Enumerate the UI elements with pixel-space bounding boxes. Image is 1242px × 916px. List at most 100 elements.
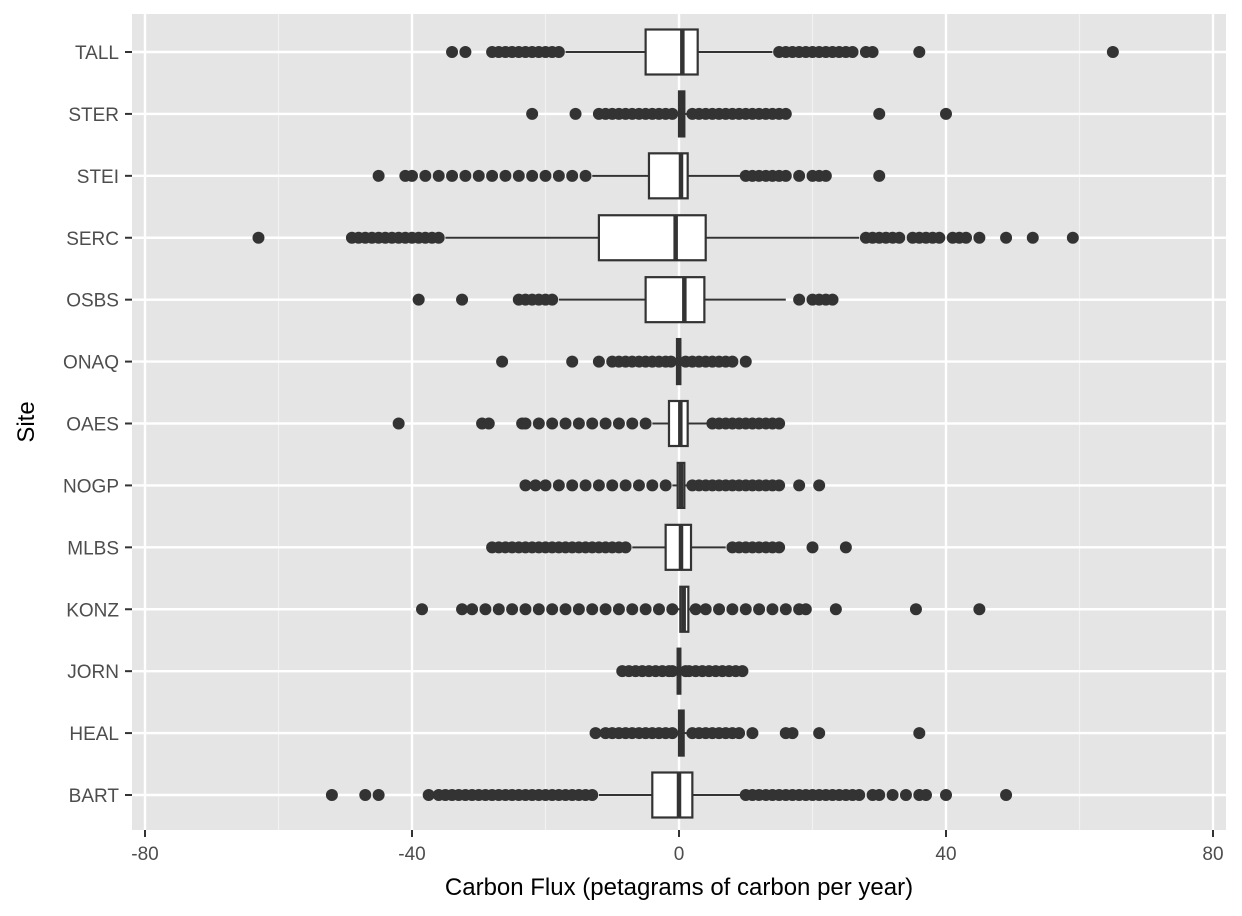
- outlier-point: [592, 479, 605, 492]
- outlier-point: [612, 417, 625, 430]
- box-tall: [446, 28, 1119, 76]
- outlier-point: [372, 789, 385, 801]
- outlier-point: [639, 417, 652, 430]
- outlier-point: [586, 417, 599, 430]
- outlier-point: [519, 479, 532, 492]
- outlier-point: [546, 293, 559, 306]
- outlier-point: [419, 169, 432, 182]
- outlier-point: [873, 107, 886, 120]
- outlier-point: [753, 603, 766, 616]
- outlier-point: [566, 355, 579, 368]
- outlier-point: [873, 169, 886, 182]
- outlier-point: [664, 355, 677, 368]
- outlier-point: [459, 169, 472, 182]
- outlier-point: [1000, 231, 1013, 244]
- outlier-point: [579, 479, 592, 492]
- outlier-point: [940, 107, 952, 120]
- outlier-point: [779, 107, 792, 120]
- outlier-point: [829, 603, 842, 616]
- outlier-point: [813, 479, 826, 492]
- outlier-point: [572, 603, 585, 616]
- outlier-point: [1000, 789, 1013, 801]
- box-series: [252, 28, 1119, 819]
- outlier-point: [606, 479, 619, 492]
- outlier-point: [689, 603, 702, 616]
- outlier-point: [412, 293, 425, 306]
- outlier-point: [372, 169, 385, 182]
- outlier-point: [626, 603, 639, 616]
- outlier-point: [539, 169, 552, 182]
- outlier-point: [456, 293, 469, 306]
- outlier-point: [819, 169, 832, 182]
- outlier-point: [813, 727, 826, 740]
- outlier-point: [422, 789, 435, 801]
- outlier-point: [526, 107, 539, 120]
- outlier-point: [479, 603, 492, 616]
- outlier-point: [733, 727, 746, 740]
- outlier-point: [619, 541, 632, 554]
- outlier-point: [569, 107, 582, 120]
- y-axis-title: Site: [13, 401, 40, 442]
- outlier-point: [446, 169, 459, 182]
- outlier-point: [726, 355, 739, 368]
- outlier-point: [866, 46, 879, 58]
- y-tick-label: TALL: [75, 43, 119, 64]
- outlier-point: [456, 603, 469, 616]
- outlier-point: [886, 789, 899, 801]
- iqr-box: [664, 523, 693, 571]
- outlier-point: [446, 46, 459, 58]
- outlier-point: [773, 479, 786, 492]
- outlier-point: [482, 417, 495, 430]
- outlier-point: [666, 727, 679, 740]
- outlier-point: [526, 169, 539, 182]
- outlier-point: [1026, 231, 1039, 244]
- outlier-point: [546, 603, 559, 616]
- y-tick-label: JORN: [67, 662, 119, 683]
- outlier-point: [506, 603, 519, 616]
- outlier-point: [559, 417, 572, 430]
- outlier-point: [519, 603, 532, 616]
- box-onaq: [496, 337, 752, 386]
- outlier-point: [739, 603, 752, 616]
- outlier-point: [899, 789, 912, 801]
- outlier-point: [713, 603, 726, 616]
- y-tick-label: ONAQ: [63, 353, 119, 374]
- outlier-point: [496, 355, 509, 368]
- outlier-point: [559, 603, 572, 616]
- outlier-point: [586, 603, 599, 616]
- outlier-point: [252, 231, 265, 244]
- outlier-point: [406, 169, 418, 182]
- outlier-point: [619, 479, 632, 492]
- outlier-point: [632, 479, 645, 492]
- box-heal: [589, 709, 926, 757]
- outlier-point: [552, 169, 565, 182]
- outlier-point: [799, 603, 812, 616]
- outlier-point: [579, 169, 592, 182]
- outlier-point: [746, 727, 759, 740]
- y-tick-label: KONZ: [66, 600, 119, 621]
- outlier-point: [960, 231, 973, 244]
- y-axis: TALL STER STEI SERC OSBS ONAQ OAES NOGP MLBS KONZ…: [63, 43, 132, 807]
- y-tick-label: MLBS: [67, 538, 119, 559]
- outlier-point: [499, 169, 512, 182]
- outlier-point: [586, 789, 599, 801]
- y-tick-label: HEAL: [69, 724, 119, 745]
- outlier-point: [699, 603, 712, 616]
- outlier-point: [913, 46, 926, 58]
- outlier-point: [589, 727, 602, 740]
- outlier-point: [325, 789, 338, 801]
- box-serc: [252, 214, 1079, 262]
- box-mlbs: [486, 523, 852, 571]
- outlier-point: [492, 603, 505, 616]
- outlier-point: [1066, 231, 1079, 244]
- outlier-point: [786, 727, 799, 740]
- y-tick-label: OSBS: [66, 291, 119, 312]
- iqr-box: [644, 28, 699, 76]
- outlier-point: [806, 541, 819, 554]
- outlier-point: [793, 479, 806, 492]
- y-tick-label: OAES: [66, 415, 119, 436]
- outlier-point: [519, 417, 532, 430]
- outlier-point: [552, 46, 565, 58]
- outlier-point: [659, 479, 672, 492]
